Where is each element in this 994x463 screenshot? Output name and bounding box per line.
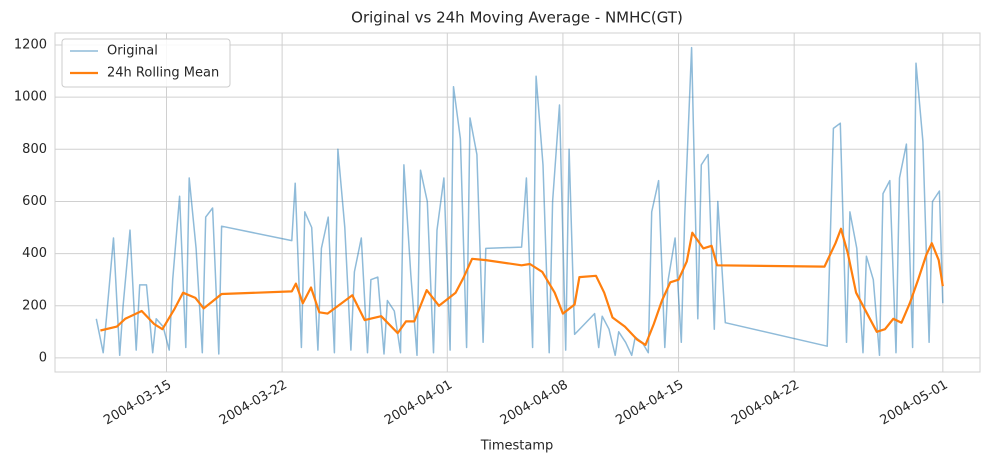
legend-label: Original [107, 44, 158, 59]
y-tick-label: 800 [22, 142, 47, 157]
legend-label: 24h Rolling Mean [107, 66, 219, 81]
x-tick-label: 2004-04-22 [729, 378, 802, 429]
legend-box [61, 38, 231, 88]
x-tick-label: 2004-04-15 [613, 378, 686, 429]
series-line [100, 227, 944, 346]
x-tick-label: 2004-05-01 [878, 378, 951, 429]
x-axis-label: Timestamp [480, 439, 554, 454]
y-tick-label: 600 [22, 194, 47, 209]
y-tick-label: 1000 [14, 90, 47, 105]
y-tick-label: 1200 [14, 37, 47, 52]
x-tick-label: 2004-03-15 [101, 378, 174, 429]
y-tick-label: 400 [22, 246, 47, 261]
x-tick-label: 2004-04-01 [382, 378, 455, 429]
x-tick-label: 2004-03-22 [217, 378, 290, 429]
y-tick-label: 200 [22, 298, 47, 313]
plot-frame [54, 32, 981, 373]
legend: Original 24h Rolling Mean [61, 38, 231, 88]
y-tick-label: 0 [39, 350, 47, 365]
x-tick-label: 2004-04-08 [498, 378, 571, 429]
series-line [95, 46, 944, 357]
chart-title: Original vs 24h Moving Average - NMHC(GT… [351, 9, 683, 27]
